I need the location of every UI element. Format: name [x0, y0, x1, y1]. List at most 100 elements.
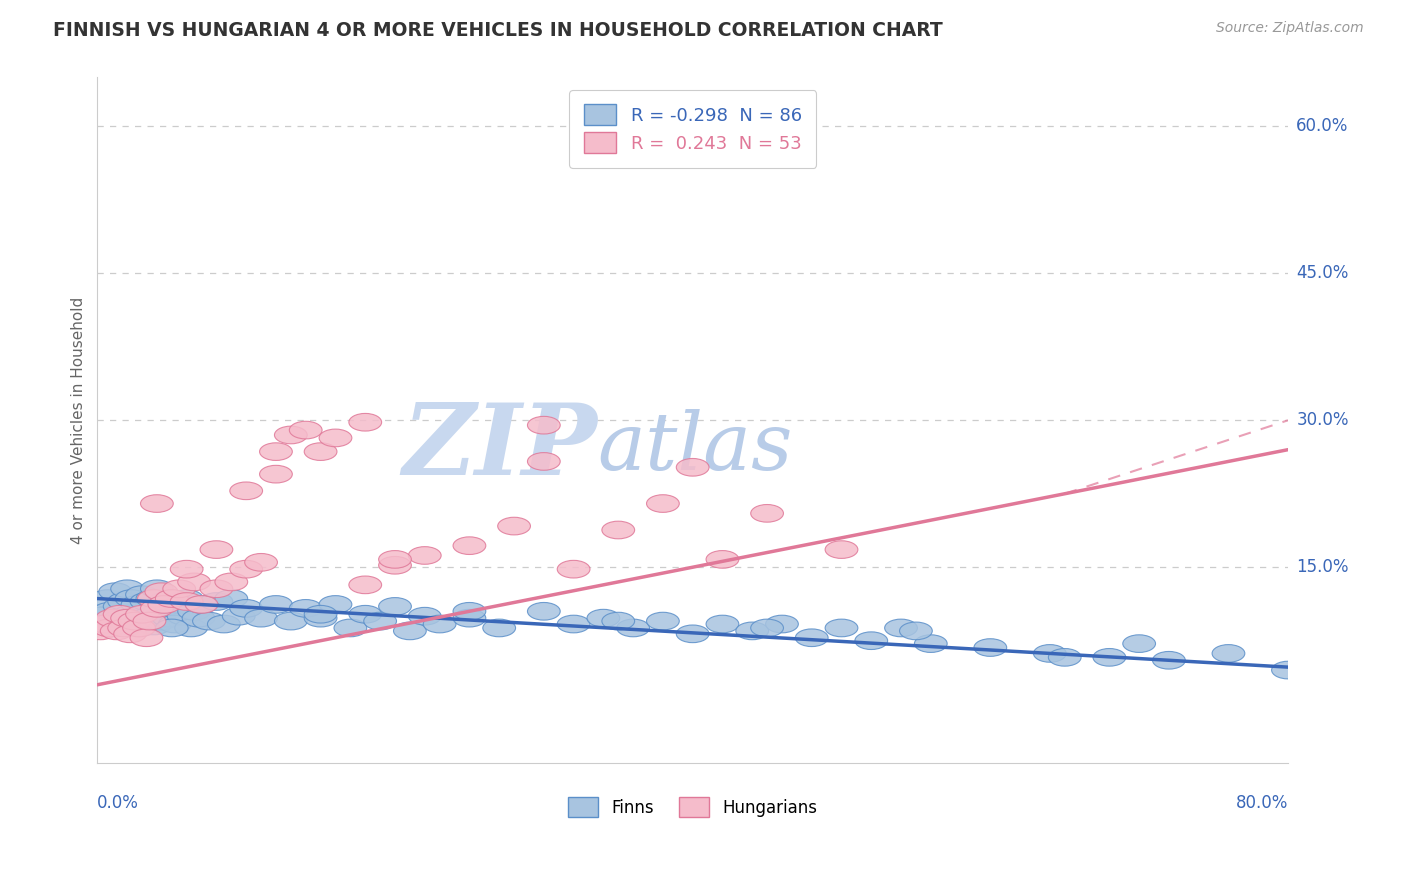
Ellipse shape: [193, 612, 225, 630]
Text: 80.0%: 80.0%: [1236, 794, 1288, 812]
Ellipse shape: [482, 619, 516, 637]
Ellipse shape: [148, 596, 181, 614]
Ellipse shape: [408, 607, 441, 625]
Ellipse shape: [131, 629, 163, 647]
Ellipse shape: [84, 622, 117, 640]
Ellipse shape: [408, 547, 441, 565]
Text: Source: ZipAtlas.com: Source: ZipAtlas.com: [1216, 21, 1364, 36]
Ellipse shape: [394, 622, 426, 640]
Ellipse shape: [148, 592, 181, 610]
Ellipse shape: [96, 619, 128, 637]
Ellipse shape: [825, 619, 858, 637]
Ellipse shape: [183, 609, 215, 627]
Ellipse shape: [229, 482, 263, 500]
Ellipse shape: [121, 596, 153, 614]
Ellipse shape: [103, 598, 136, 615]
Ellipse shape: [453, 602, 486, 620]
Ellipse shape: [215, 590, 247, 607]
Ellipse shape: [378, 557, 412, 574]
Ellipse shape: [796, 629, 828, 647]
Ellipse shape: [260, 442, 292, 460]
Ellipse shape: [245, 554, 277, 571]
Ellipse shape: [131, 592, 163, 610]
Ellipse shape: [260, 596, 292, 614]
Ellipse shape: [177, 573, 211, 591]
Ellipse shape: [125, 606, 159, 623]
Ellipse shape: [914, 635, 948, 652]
Ellipse shape: [170, 592, 202, 610]
Ellipse shape: [98, 582, 132, 600]
Ellipse shape: [1049, 648, 1081, 666]
Ellipse shape: [706, 550, 738, 568]
Ellipse shape: [200, 541, 233, 558]
Ellipse shape: [1092, 648, 1126, 666]
Ellipse shape: [1212, 645, 1244, 662]
Ellipse shape: [290, 599, 322, 617]
Ellipse shape: [105, 609, 138, 627]
Text: 15.0%: 15.0%: [1296, 558, 1348, 576]
Ellipse shape: [364, 612, 396, 630]
Ellipse shape: [125, 586, 159, 604]
Ellipse shape: [145, 582, 177, 600]
Ellipse shape: [751, 619, 783, 637]
Ellipse shape: [100, 622, 134, 640]
Ellipse shape: [156, 619, 188, 637]
Text: ZIP: ZIP: [402, 400, 598, 496]
Ellipse shape: [349, 606, 381, 623]
Ellipse shape: [145, 612, 177, 630]
Ellipse shape: [602, 612, 634, 630]
Text: 30.0%: 30.0%: [1296, 411, 1348, 429]
Ellipse shape: [170, 590, 202, 607]
Ellipse shape: [260, 466, 292, 483]
Ellipse shape: [114, 606, 146, 623]
Text: atlas: atlas: [598, 409, 793, 486]
Ellipse shape: [103, 606, 136, 623]
Ellipse shape: [100, 612, 134, 630]
Ellipse shape: [163, 596, 195, 614]
Ellipse shape: [349, 576, 381, 594]
Ellipse shape: [143, 602, 176, 620]
Ellipse shape: [602, 521, 634, 539]
Ellipse shape: [215, 573, 247, 591]
Ellipse shape: [825, 541, 858, 558]
Ellipse shape: [141, 580, 173, 598]
Ellipse shape: [245, 609, 277, 627]
Ellipse shape: [274, 612, 307, 630]
Ellipse shape: [453, 537, 486, 555]
Ellipse shape: [647, 495, 679, 512]
Ellipse shape: [152, 609, 186, 627]
Ellipse shape: [111, 609, 143, 627]
Ellipse shape: [855, 632, 887, 649]
Ellipse shape: [134, 607, 166, 625]
Ellipse shape: [735, 622, 769, 640]
Ellipse shape: [167, 607, 200, 625]
Ellipse shape: [676, 625, 709, 642]
Ellipse shape: [1123, 635, 1156, 652]
Ellipse shape: [110, 617, 142, 635]
Ellipse shape: [84, 607, 117, 625]
Ellipse shape: [900, 622, 932, 640]
Ellipse shape: [200, 580, 233, 598]
Ellipse shape: [766, 615, 799, 632]
Ellipse shape: [118, 612, 150, 630]
Ellipse shape: [138, 590, 170, 607]
Ellipse shape: [122, 619, 156, 637]
Ellipse shape: [557, 560, 591, 578]
Ellipse shape: [208, 615, 240, 632]
Ellipse shape: [378, 598, 412, 615]
Ellipse shape: [177, 602, 211, 620]
Ellipse shape: [498, 517, 530, 535]
Ellipse shape: [706, 615, 738, 632]
Ellipse shape: [93, 619, 125, 637]
Ellipse shape: [335, 619, 367, 637]
Ellipse shape: [108, 619, 141, 637]
Ellipse shape: [304, 606, 337, 623]
Ellipse shape: [138, 617, 170, 635]
Ellipse shape: [378, 550, 412, 568]
Ellipse shape: [186, 596, 218, 614]
Ellipse shape: [453, 609, 486, 627]
Ellipse shape: [174, 619, 208, 637]
Ellipse shape: [1271, 661, 1305, 679]
Ellipse shape: [1033, 645, 1066, 662]
Ellipse shape: [122, 619, 156, 637]
